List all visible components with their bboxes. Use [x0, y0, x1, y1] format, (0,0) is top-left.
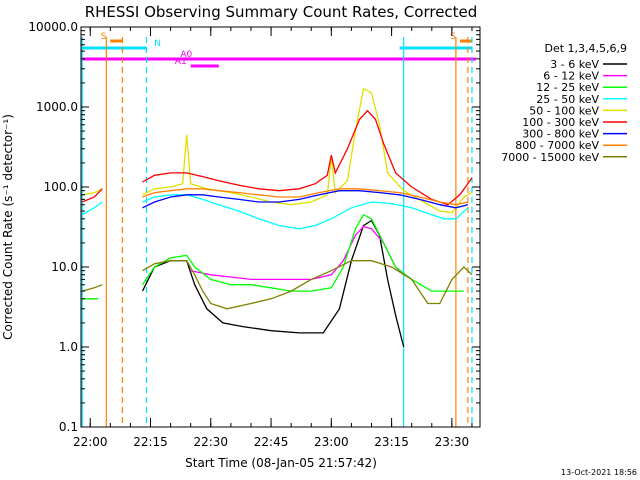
- y-tick-label: 100.0: [44, 180, 78, 194]
- y-axis-label: Corrected Count Rate (s⁻¹ detector⁻¹): [1, 114, 15, 340]
- series-line: [142, 194, 469, 230]
- y-tick-label: 10000.0: [28, 20, 78, 34]
- series-lines: [81, 87, 473, 348]
- legend-label: 12 - 25 keV: [536, 81, 599, 94]
- flag-label: A1: [175, 57, 187, 67]
- x-axis-label: Start Time (08-Jan-05 21:57:42): [185, 456, 377, 470]
- flag-label: N: [154, 39, 161, 49]
- plot-frame: [80, 26, 481, 428]
- x-tick-label: 23:15: [374, 435, 409, 449]
- legend-title: Det 1,3,4,5,6,9: [544, 42, 627, 55]
- legend-label: 25 - 50 keV: [536, 93, 599, 106]
- chart-title: RHESSI Observing Summary Count Rates, Co…: [85, 3, 478, 21]
- timestamp: 13-Oct-2021 18:56: [561, 468, 637, 477]
- series-line: [142, 190, 469, 209]
- legend-label: 3 - 6 keV: [550, 58, 599, 71]
- legend-label: 100 - 300 keV: [522, 116, 599, 129]
- y-axis: 10000.0 1000.0 100.0 10.0 1.0 0.1: [28, 20, 480, 434]
- series-line: [141, 219, 405, 348]
- legend-label: 6 - 12 keV: [543, 70, 599, 83]
- legend-label: 50 - 100 keV: [529, 104, 599, 117]
- event-lines: [81, 37, 473, 427]
- flag-label: A0: [180, 50, 192, 60]
- x-tick-label: 22:45: [254, 435, 289, 449]
- y-tick-label: 10.0: [51, 260, 78, 274]
- series-line: [81, 188, 103, 203]
- x-tick-label: 22:15: [133, 435, 168, 449]
- series-line: [190, 225, 405, 281]
- series-line: [82, 284, 103, 292]
- y-tick-label: 1.0: [59, 340, 78, 354]
- series-line: [82, 188, 103, 196]
- x-tick-label: 22:30: [193, 435, 228, 449]
- flag-label: S: [101, 32, 107, 42]
- x-tick-label: 23:00: [314, 435, 349, 449]
- series-line: [81, 201, 103, 216]
- legend-label: 300 - 800 keV: [522, 128, 599, 141]
- x-tick-label: 22:00: [73, 435, 108, 449]
- flag-label: S: [450, 32, 456, 42]
- series-line: [142, 188, 469, 206]
- series-line: [142, 260, 473, 310]
- series-line: [141, 213, 464, 292]
- legend-label: 800 - 7000 keV: [515, 139, 599, 152]
- y-tick-label: 1000.0: [36, 100, 78, 114]
- x-axis: 22:00 22:15 22:30 22:45 23:00 23:15 23:30: [73, 27, 473, 449]
- series-line: [142, 109, 473, 206]
- x-tick-label: 23:30: [435, 435, 470, 449]
- legend-label: 7000 - 15000 keV: [501, 151, 599, 164]
- y-tick-label: 0.1: [59, 420, 78, 434]
